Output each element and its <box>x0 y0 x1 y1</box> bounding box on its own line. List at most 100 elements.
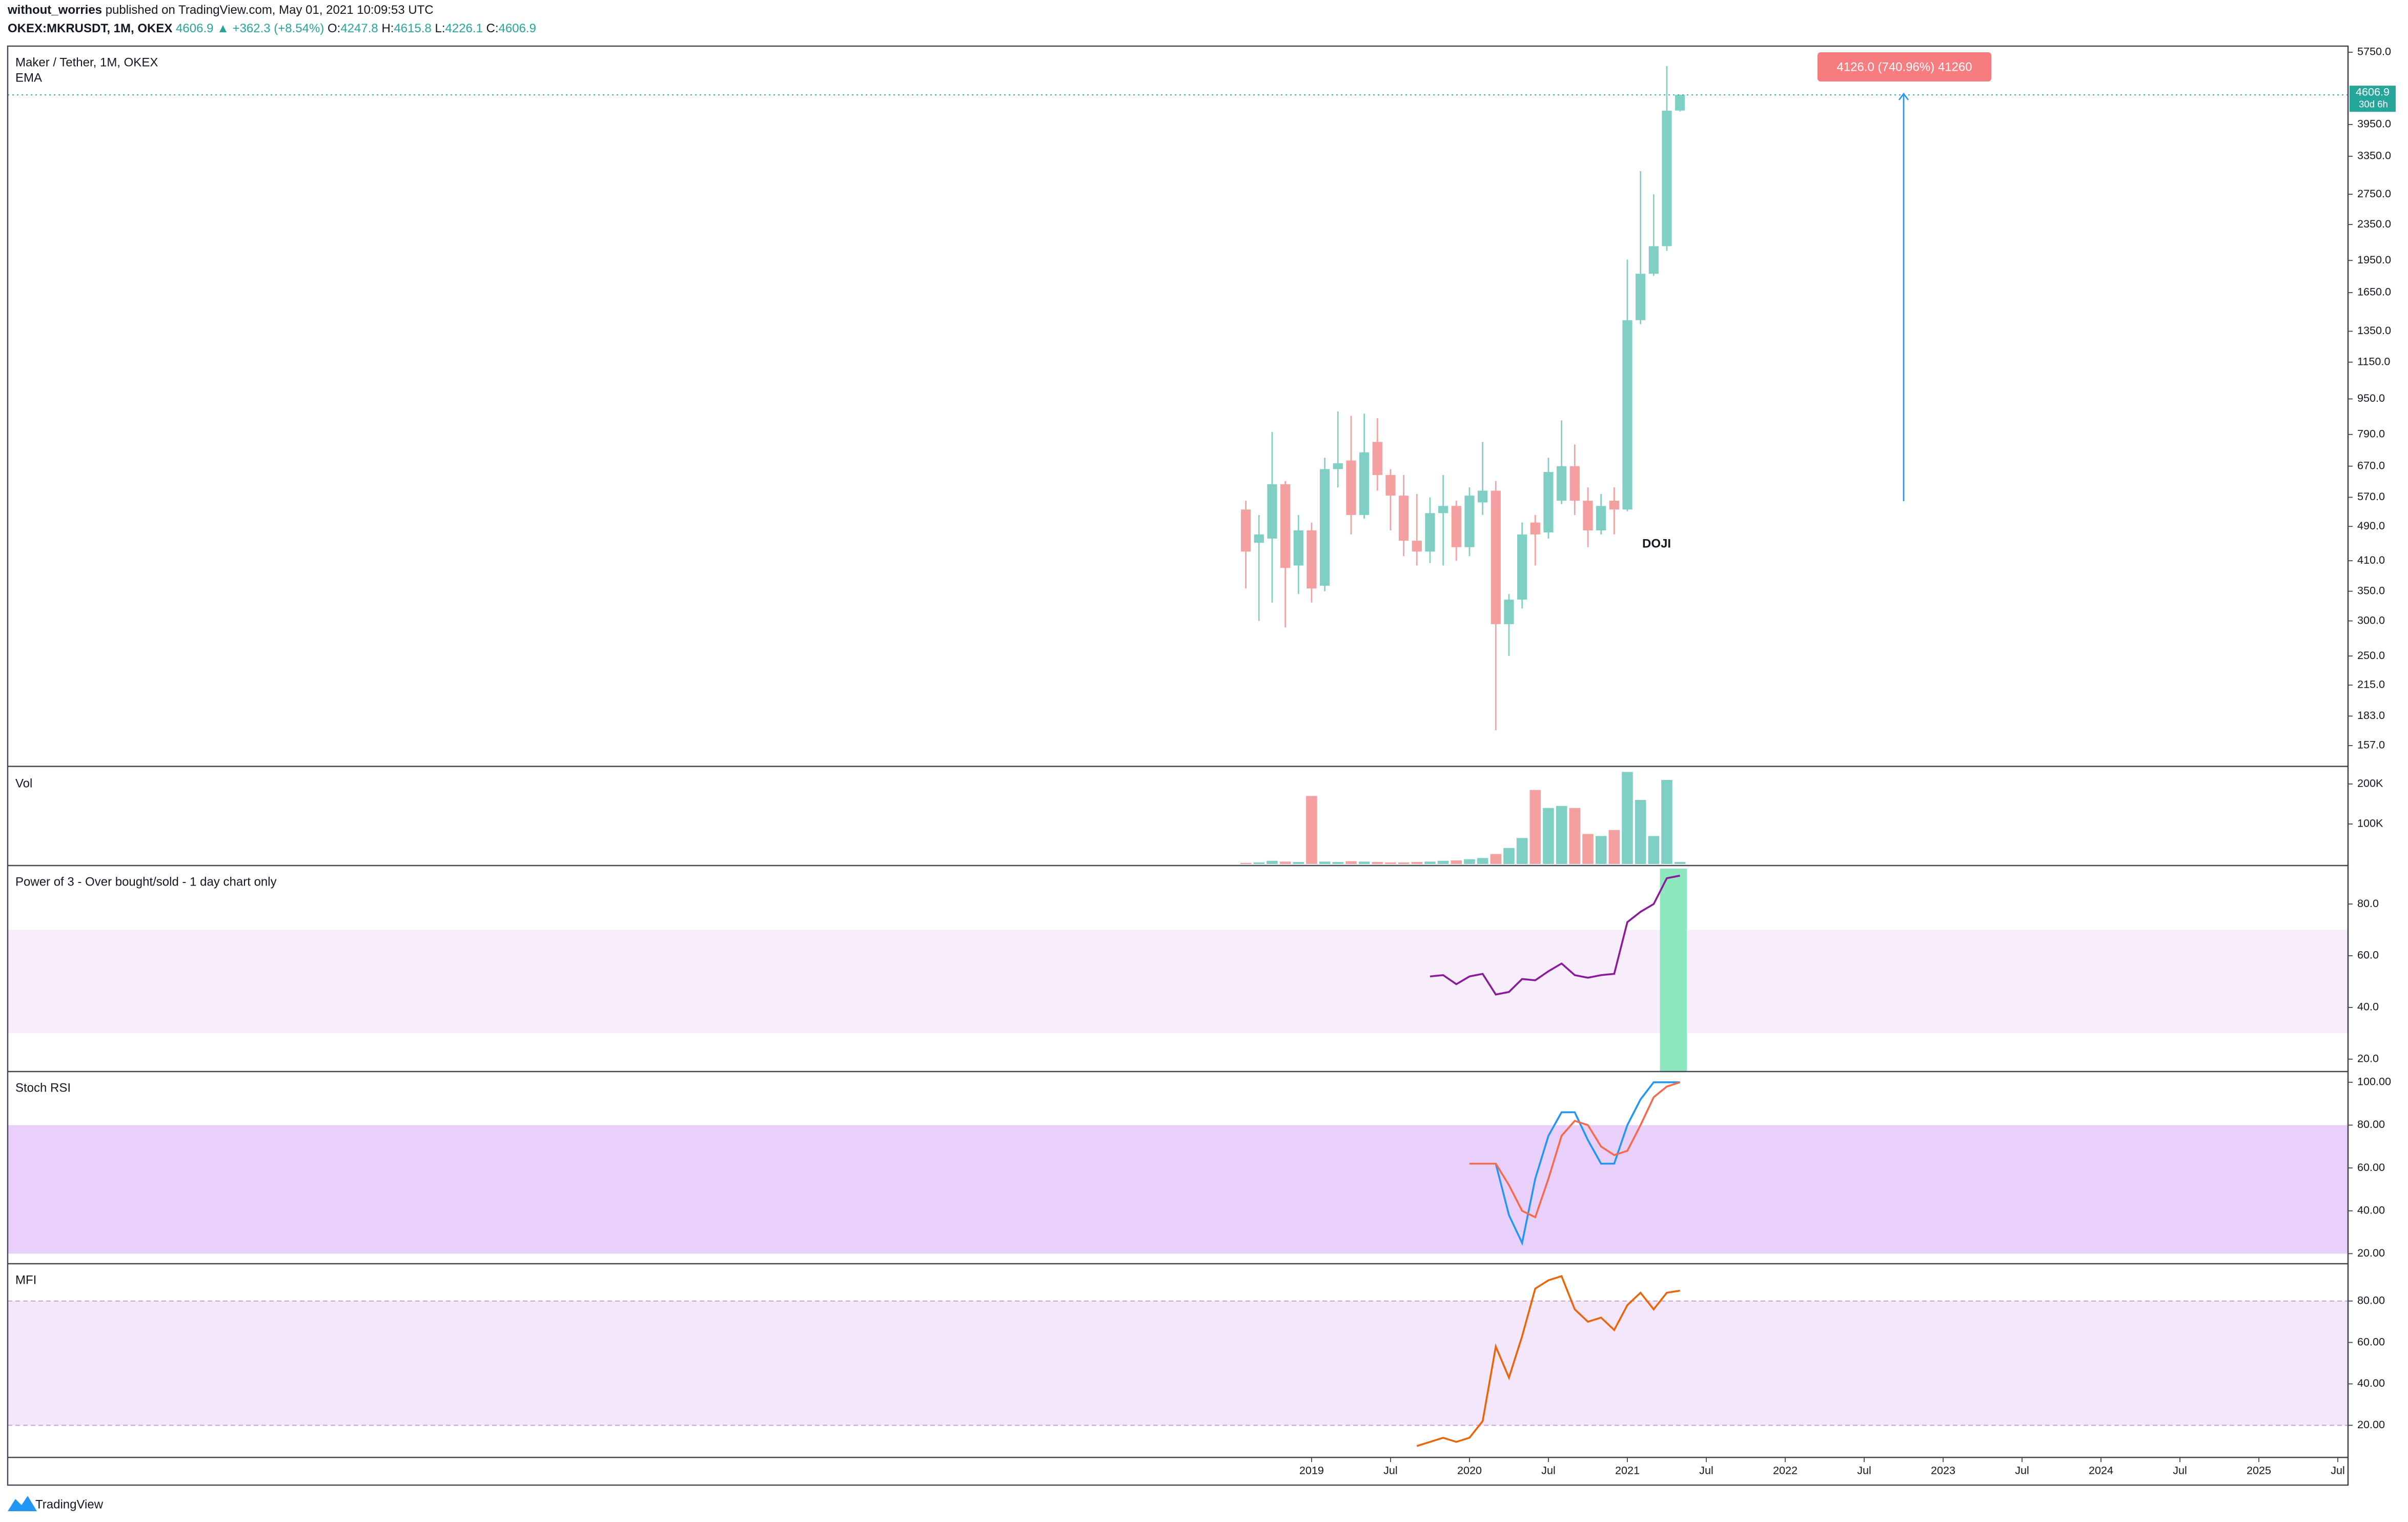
y-tick-label: 3950.0 <box>2357 117 2391 130</box>
series-line <box>1430 874 1680 996</box>
y-tick-label: 490.0 <box>2357 519 2385 532</box>
y-tick-label: 1650.0 <box>2357 285 2391 298</box>
open: 4247.8 <box>340 22 378 35</box>
y-tick-label: 40.00 <box>2357 1376 2385 1389</box>
pane-title: Power of 3 - Over bought/sold - 1 day ch… <box>15 875 277 889</box>
volume-bar <box>1464 859 1475 864</box>
volume-bar <box>1358 861 1370 864</box>
candle-body <box>1583 501 1593 531</box>
x-tick-label: Jul <box>2015 1464 2029 1477</box>
y-tick-label: 2350.0 <box>2357 217 2391 230</box>
symbol: OKEX:MKRUSDT, 1M, OKEX <box>8 22 172 35</box>
y-tick-label: 3350.0 <box>2357 149 2391 162</box>
pane-title: MFI <box>15 1273 36 1287</box>
y-tick-label: 100K <box>2357 817 2383 830</box>
candle-body <box>1557 466 1567 501</box>
volume-bar <box>1622 772 1633 864</box>
candle-body <box>1648 246 1659 274</box>
y-tick-label: 570.0 <box>2357 490 2385 503</box>
y-tick-label: 183.0 <box>2357 709 2385 722</box>
plot-area: Maker / Tether, 1M, OKEX EMA 5750.0 3950.0 3… <box>8 45 2396 1477</box>
volume-bar <box>1543 808 1554 864</box>
volume-bar <box>1516 838 1528 864</box>
pane-title: Stoch RSI <box>15 1081 71 1095</box>
x-tick-label: 2025 <box>2247 1464 2271 1477</box>
candle-body <box>1675 95 1685 111</box>
author: without_worries <box>7 3 102 17</box>
countdown-label: 30d 6h <box>2359 99 2388 110</box>
last-price-box <box>2350 86 2396 112</box>
volume-bar <box>1595 836 1607 864</box>
doji-label: DOJI <box>1642 537 1671 550</box>
x-tick-label: Jul <box>1699 1464 1713 1477</box>
volume-bar <box>1319 861 1331 864</box>
x-tick-label: 2019 <box>1299 1464 1324 1477</box>
y-tick-label: 670.0 <box>2357 459 2385 471</box>
volume-bar <box>1661 779 1672 864</box>
candle-body <box>1636 274 1646 320</box>
volume-bar <box>1293 862 1304 864</box>
volume-bar <box>1332 862 1344 864</box>
candle-body <box>1241 509 1251 552</box>
volume-bar <box>1451 860 1462 864</box>
volume-bar <box>1477 858 1488 864</box>
tradingview-logo <box>8 1496 37 1511</box>
x-tick-label: 2020 <box>1457 1464 1482 1477</box>
volume-bar <box>1556 806 1567 864</box>
volume-bar <box>1582 834 1594 864</box>
candle-body <box>1438 506 1448 513</box>
candle-body <box>1372 442 1382 475</box>
x-tick-label: Jul <box>2331 1464 2345 1477</box>
volume-bar <box>1267 860 1278 864</box>
candle-body <box>1267 484 1277 539</box>
y-tick-label: 80.00 <box>2357 1293 2385 1306</box>
volume-bar <box>1424 861 1436 864</box>
volume-bar <box>1240 862 1252 864</box>
candle-body <box>1280 484 1291 568</box>
c-label: C: <box>486 22 499 35</box>
l-label: L: <box>435 22 445 35</box>
band <box>8 1301 2348 1426</box>
candle-body <box>1662 111 1672 246</box>
candle-body <box>1346 460 1356 515</box>
x-tick-label: Jul <box>1541 1464 1556 1477</box>
y-tick-label: 20.00 <box>2357 1246 2385 1259</box>
candle-body <box>1425 513 1435 552</box>
candle-body <box>1569 466 1580 501</box>
volume-bar <box>1648 836 1660 864</box>
y-tick-label: 80.00 <box>2357 1118 2385 1130</box>
candle-body <box>1517 534 1527 600</box>
y-tick-label: 60.00 <box>2357 1335 2385 1348</box>
y-tick-label: 40.00 <box>2357 1203 2385 1216</box>
y-tick-label: 300.0 <box>2357 613 2385 626</box>
candle-body <box>1293 530 1303 566</box>
volume-bar <box>1569 808 1581 864</box>
last: 4606.9 <box>176 22 213 35</box>
x-tick-label: Jul <box>1383 1464 1398 1477</box>
x-tick-label: 2024 <box>2089 1464 2113 1477</box>
volume-bar <box>1503 848 1515 864</box>
y-tick-label: 250.0 <box>2357 649 2385 662</box>
volume-bar <box>1306 796 1317 864</box>
volume-bar <box>1674 862 1686 864</box>
last-price-label: 4606.9 <box>2356 85 2390 98</box>
candle-body <box>1464 496 1475 547</box>
y-tick-label: 20.0 <box>2357 1052 2379 1064</box>
measure-box <box>1818 52 1991 81</box>
candle-body <box>1399 496 1409 541</box>
x-tick-label: 2021 <box>1615 1464 1640 1477</box>
y-tick-label: 60.00 <box>2357 1161 2385 1174</box>
y-tick-label: 790.0 <box>2357 427 2385 440</box>
band <box>8 1125 2348 1254</box>
y-tick-label: 80.0 <box>2357 897 2379 910</box>
y-tick-label: 350.0 <box>2357 584 2385 597</box>
pane-title: Maker / Tether, 1M, OKEX <box>15 55 158 69</box>
x-tick-label: 2023 <box>1931 1464 1955 1477</box>
published: published on TradingView.com, May 01, 20… <box>106 3 434 17</box>
candle-body <box>1333 463 1343 469</box>
measure-arrowhead <box>1898 92 1909 100</box>
volume-bar <box>1398 862 1410 864</box>
y-tick-label: 60.0 <box>2357 949 2379 961</box>
h-label: H: <box>381 22 394 35</box>
